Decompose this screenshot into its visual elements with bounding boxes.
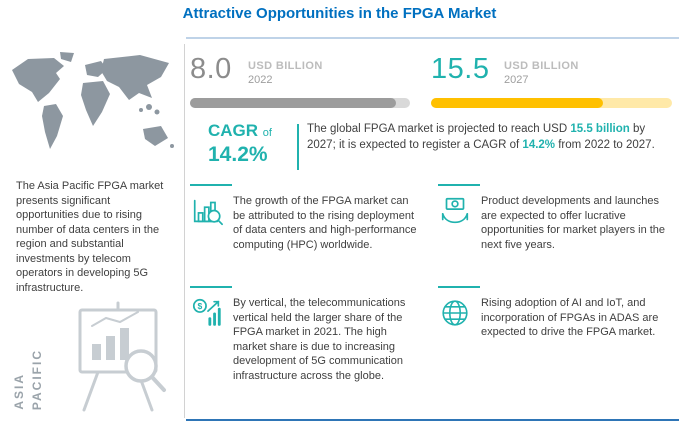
insight-telecom-vertical: $ By vertical, the telecommunications ve… xyxy=(190,286,418,383)
market-value-2027: 15.5 xyxy=(431,53,490,85)
hand-money-icon xyxy=(441,197,469,224)
cagr-of: of xyxy=(262,127,272,139)
dollar-growth-icon: $ xyxy=(192,298,221,326)
bullet-accent-dash xyxy=(438,286,480,288)
sidebar-description: The Asia Pacific FPGA market presents si… xyxy=(16,180,164,294)
cagr-value: 14.2% xyxy=(208,143,268,166)
insight-text: Rising adoption of AI and IoT, and incor… xyxy=(481,297,659,339)
svg-text:$: $ xyxy=(198,301,203,311)
bottom-divider xyxy=(186,419,679,421)
projection-highlight-cagr: 14.2% xyxy=(522,138,556,151)
projection-text: The global FPGA market is projected to r… xyxy=(307,122,665,153)
globe-icon xyxy=(442,300,468,326)
projection-part1: The global FPGA market is projected to r… xyxy=(307,123,571,135)
insight-growth-drivers: The growth of the FPGA market can be att… xyxy=(190,184,418,252)
unit-2022: USD BILLION 2022 xyxy=(248,60,323,88)
region-word-asia: ASIA xyxy=(12,373,26,410)
projection-part3: from 2022 to 2027. xyxy=(555,138,655,151)
unit-label: USD BILLION xyxy=(504,60,579,72)
year-label: 2027 xyxy=(504,73,529,86)
bullet-accent-dash xyxy=(190,184,232,186)
year-label: 2022 xyxy=(248,73,273,86)
projection-part2: by 2027; it is expected to register a CA… xyxy=(307,123,646,151)
unit-label: USD BILLION xyxy=(248,60,323,72)
presentation-board-icon xyxy=(78,301,166,412)
projection-highlight-value: 15.5 billion xyxy=(570,123,630,135)
insight-ai-iot-adas: Rising adoption of AI and IoT, and incor… xyxy=(438,286,672,340)
sidebar-divider xyxy=(184,44,185,418)
insight-product-launches: Product developments and launches are ex… xyxy=(438,184,672,252)
insight-text: Product developments and launches are ex… xyxy=(481,195,666,251)
region-label: ASIA PACIFIC xyxy=(12,306,44,410)
world-map xyxy=(12,52,174,149)
progress-bar-2027 xyxy=(431,98,672,108)
bullet-accent-dash xyxy=(190,286,232,288)
progress-bar-2022 xyxy=(190,98,410,108)
cagr-block: CAGR of 14.2% xyxy=(208,121,272,167)
bullet-accent-dash xyxy=(438,184,480,186)
insight-text: By vertical, the telecommunications vert… xyxy=(233,297,406,382)
insight-text: The growth of the FPGA market can be att… xyxy=(233,195,417,251)
market-value-2022: 8.0 xyxy=(190,53,232,85)
cagr-label: CAGR xyxy=(208,121,259,140)
region-word-pacific: PACIFIC xyxy=(30,348,44,410)
cagr-divider xyxy=(297,124,299,170)
title-divider xyxy=(186,37,679,39)
progress-fill-2027 xyxy=(431,98,603,108)
unit-2027: USD BILLION 2027 xyxy=(504,60,579,88)
chart-magnifier-icon xyxy=(193,199,223,226)
progress-fill-2022 xyxy=(190,98,396,108)
page-title: Attractive Opportunities in the FPGA Mar… xyxy=(182,5,497,22)
